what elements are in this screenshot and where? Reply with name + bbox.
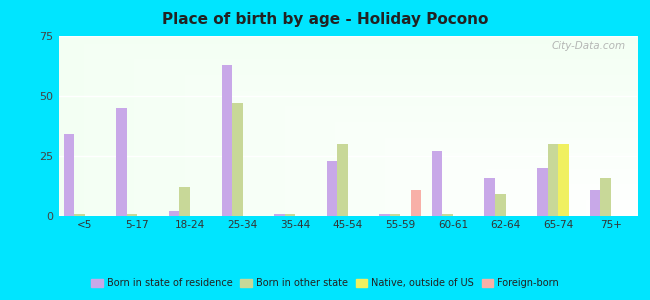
Bar (285, 214, 295, 216)
Bar (116, 108, 127, 216)
Bar (537, 168, 547, 216)
Text: City-Data.com: City-Data.com (551, 41, 625, 51)
Bar (274, 214, 285, 216)
Bar (484, 178, 495, 216)
Bar (327, 161, 337, 216)
Bar (64, 134, 74, 216)
Bar (443, 214, 453, 216)
Bar (590, 190, 600, 216)
Bar (337, 144, 348, 216)
Legend: Born in state of residence, Born in other state, Native, outside of US, Foreign-: Born in state of residence, Born in othe… (87, 274, 563, 292)
Bar (74, 214, 85, 216)
Bar (432, 151, 443, 216)
Bar (547, 144, 558, 216)
Bar (411, 190, 421, 216)
Bar (600, 178, 611, 216)
Bar (179, 187, 190, 216)
Bar (380, 214, 390, 216)
Bar (127, 214, 137, 216)
Bar (558, 144, 569, 216)
Bar (222, 65, 232, 216)
Text: Place of birth by age - Holiday Pocono: Place of birth by age - Holiday Pocono (162, 12, 488, 27)
Bar (232, 103, 242, 216)
Bar (495, 194, 506, 216)
Bar (390, 214, 400, 216)
Bar (169, 211, 179, 216)
